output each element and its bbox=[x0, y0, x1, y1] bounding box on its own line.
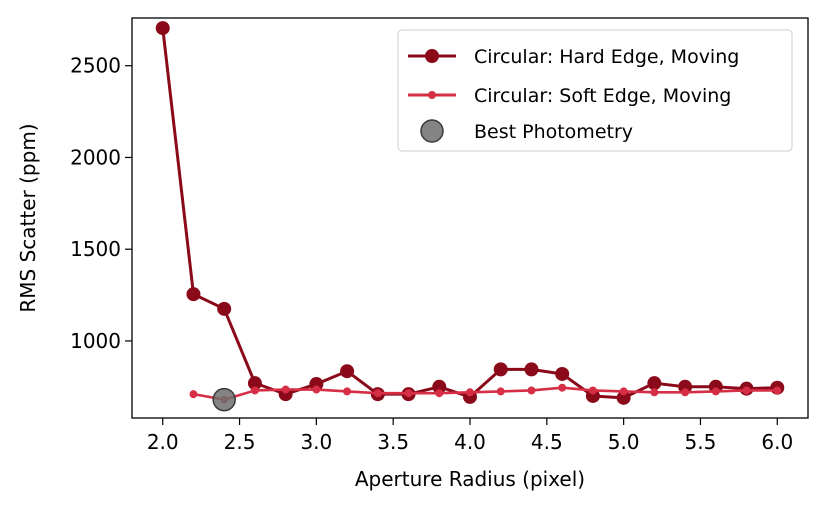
series-2-point bbox=[773, 386, 782, 395]
series-2-point bbox=[558, 383, 567, 392]
x-axis: 2.0 2.5 3.0 3.5 4.0 4.5 5.0 5.5 6.0 bbox=[147, 418, 793, 454]
series-1-point bbox=[647, 376, 662, 391]
series-line-2 bbox=[193, 386, 778, 401]
legend-label-best-photometry: Best Photometry bbox=[474, 121, 633, 143]
series-1-point bbox=[340, 364, 355, 379]
series-1-point bbox=[432, 379, 447, 394]
series-2-point bbox=[466, 388, 474, 397]
legend-box bbox=[397, 29, 793, 152]
series-1-point bbox=[493, 362, 508, 377]
y-tick-label: 1000 bbox=[70, 329, 121, 353]
series-2-point bbox=[435, 389, 444, 398]
x-tick-label: 3.5 bbox=[377, 430, 409, 454]
series-1-point bbox=[247, 376, 262, 391]
series-2-point bbox=[527, 386, 536, 395]
series-1-point bbox=[186, 287, 201, 302]
y-axis-label: RMS Scatter (ppm) bbox=[16, 123, 40, 312]
series-2-point bbox=[373, 389, 382, 398]
y-axis: 1000 1500 2000 2500 bbox=[70, 54, 132, 353]
series-1-point bbox=[555, 366, 570, 381]
series-1-point bbox=[585, 388, 600, 403]
x-tick-label: 5.0 bbox=[608, 430, 640, 454]
y-tick-label: 2000 bbox=[70, 145, 121, 169]
y-tick-label: 1500 bbox=[70, 237, 121, 261]
series-1-point bbox=[524, 362, 539, 377]
legend-marker-best-photometry bbox=[420, 119, 444, 143]
best-photometry-point bbox=[212, 387, 236, 412]
series-2-point bbox=[496, 387, 505, 396]
y-tick-label: 2500 bbox=[70, 54, 121, 78]
x-tick-label: 4.5 bbox=[531, 430, 563, 454]
legend-marker-soft-edge bbox=[428, 91, 436, 99]
series-1-point bbox=[155, 21, 170, 36]
series-2-point bbox=[404, 389, 413, 398]
x-tick-label: 2.5 bbox=[224, 430, 256, 454]
series-2-point bbox=[650, 388, 659, 397]
x-tick-label: 4.0 bbox=[454, 430, 486, 454]
legend: Circular: Hard Edge, Moving Circular: So… bbox=[397, 29, 793, 152]
series-2-point bbox=[711, 387, 720, 396]
series-2-point bbox=[250, 386, 259, 395]
x-tick-label: 2.0 bbox=[147, 430, 179, 454]
x-tick-label: 5.5 bbox=[685, 430, 717, 454]
legend-label-soft-edge: Circular: Soft Edge, Moving bbox=[474, 85, 731, 107]
series-2-point bbox=[189, 390, 198, 399]
series-1-point bbox=[309, 377, 324, 392]
series-2-point bbox=[588, 386, 597, 395]
series-1-point bbox=[217, 301, 232, 316]
series-2-point bbox=[343, 387, 352, 396]
series-1-point bbox=[616, 390, 631, 405]
series-2-point bbox=[681, 388, 690, 397]
legend-label-hard-edge: Circular: Hard Edge, Moving bbox=[474, 46, 739, 68]
series-2-point bbox=[742, 386, 751, 395]
x-tick-label: 6.0 bbox=[761, 430, 793, 454]
x-axis-label: Aperture Radius (pixel) bbox=[355, 467, 585, 491]
series-2-point bbox=[619, 387, 628, 396]
series-layer bbox=[155, 21, 785, 412]
series-2-point bbox=[312, 385, 321, 394]
series-2-point bbox=[281, 385, 290, 394]
series-1-point bbox=[678, 379, 693, 394]
x-tick-label: 3.0 bbox=[300, 430, 332, 454]
legend-marker-hard-edge bbox=[425, 49, 439, 63]
